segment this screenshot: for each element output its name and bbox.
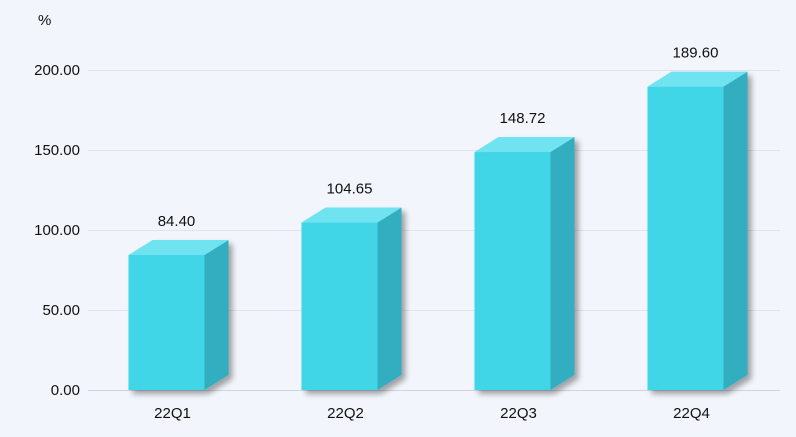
bar-top-face <box>647 71 748 87</box>
data-label: 148.72 <box>500 110 546 127</box>
x-tick-label: 22Q3 <box>500 405 537 422</box>
bar-front-face <box>474 152 551 390</box>
data-label: 84.40 <box>158 213 196 230</box>
y-tick-label: 0.00 <box>51 382 80 399</box>
x-tick-label: 22Q1 <box>154 405 191 422</box>
y-tick-label: 50.00 <box>42 302 80 319</box>
y-tick-label: 150.00 <box>34 142 80 159</box>
bar-22Q4 <box>647 71 748 390</box>
bar-top-face <box>301 207 402 223</box>
y-axis-ticks: 0.00 50.00 100.00 150.00 200.00 <box>34 62 80 399</box>
x-tick-label: 22Q4 <box>673 405 710 422</box>
bar-front-face <box>647 86 724 390</box>
bar-front-face <box>128 254 205 390</box>
bar-22Q3 <box>474 137 575 390</box>
y-tick-label: 100.00 <box>34 222 80 239</box>
data-labels: 84.40 104.65 148.72 189.60 <box>158 45 719 230</box>
bar-side-face <box>377 207 402 390</box>
bar-side-face <box>550 137 575 390</box>
bar-top-face <box>474 137 575 153</box>
bar-22Q2 <box>301 207 402 390</box>
y-axis-unit-label: % <box>38 12 51 29</box>
bar-front-face <box>301 222 378 390</box>
data-label: 189.60 <box>673 45 719 62</box>
data-label: 104.65 <box>327 181 373 198</box>
x-tick-label: 22Q2 <box>327 405 364 422</box>
x-axis-ticks: 22Q1 22Q2 22Q3 22Q4 <box>154 405 710 422</box>
bar-side-face <box>723 71 748 390</box>
bar-22Q1 <box>128 239 229 390</box>
bars <box>128 71 748 390</box>
bar-side-face <box>204 239 229 390</box>
bar-top-face <box>128 239 229 255</box>
y-tick-label: 200.00 <box>34 62 80 79</box>
